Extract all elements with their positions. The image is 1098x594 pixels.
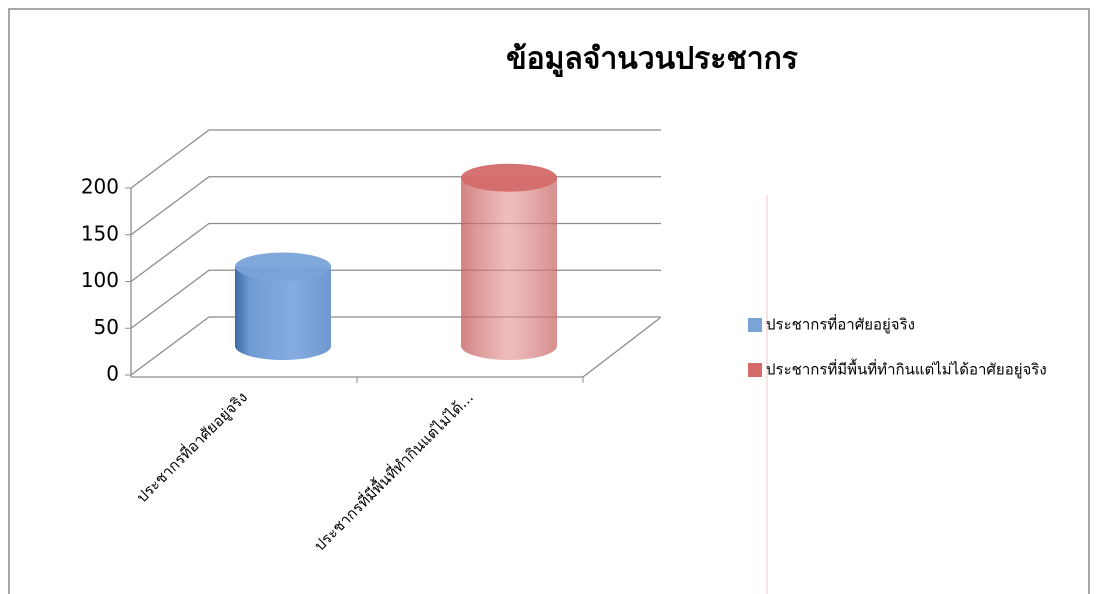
x-tick-label: ประชากรที่อาศัยอยู่จริง bbox=[132, 387, 251, 506]
legend-label: ประชากรที่มีพื้นที่ทำกินแต่ไม่ได้อาศัยอย… bbox=[766, 359, 1047, 379]
cylinder-body bbox=[235, 266, 331, 360]
cylinder-body bbox=[461, 177, 557, 360]
y-tick-label: 100 bbox=[81, 268, 119, 292]
cylinder-top bbox=[235, 252, 331, 281]
chart-border bbox=[8, 8, 1090, 594]
grid-line bbox=[130, 129, 661, 189]
legend-label: ประชากรที่อาศัยอยู่จริง bbox=[766, 314, 915, 334]
grid-line bbox=[130, 176, 661, 236]
cylinder bbox=[235, 252, 331, 360]
cylinder-top bbox=[461, 163, 557, 192]
chart-title: ข้อมูลจำนวนประชากร bbox=[506, 42, 798, 78]
grid-line bbox=[130, 316, 661, 376]
floor bbox=[131, 317, 661, 378]
legend-swatch bbox=[748, 363, 762, 377]
cylinder bbox=[461, 163, 557, 360]
y-tick-label: 50 bbox=[94, 315, 119, 339]
y-tick-label: 0 bbox=[106, 362, 119, 386]
legend-swatch bbox=[748, 318, 762, 332]
x-tick-label: ประชากรที่มีพื้นที่ทำกินแต่ไม่ได้... bbox=[309, 387, 477, 555]
grid-line bbox=[130, 222, 661, 283]
grid-line bbox=[130, 269, 661, 329]
y-tick-label: 150 bbox=[81, 221, 119, 245]
y-tick-label: 200 bbox=[81, 175, 119, 199]
